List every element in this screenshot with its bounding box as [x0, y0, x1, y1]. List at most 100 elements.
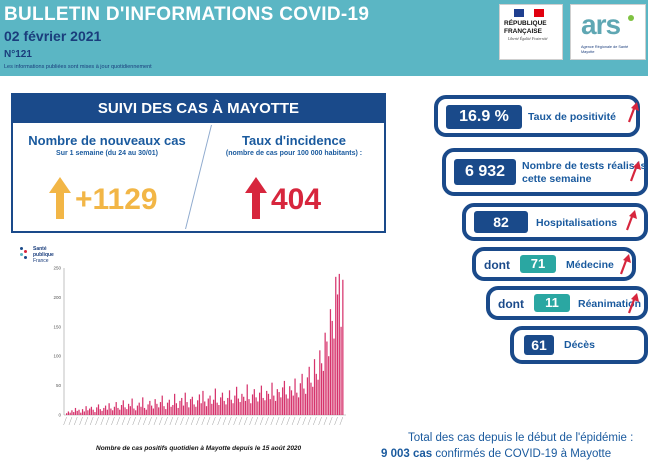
- chart-bar: [142, 397, 144, 415]
- chart-bar: [235, 386, 238, 415]
- chart-bar: [290, 390, 293, 415]
- chart-bar: [191, 396, 193, 415]
- trend-up-arrow-icon: [627, 102, 639, 123]
- chart-bar: [292, 395, 294, 415]
- x-tick-mark: [334, 416, 338, 426]
- chart-bar: [336, 294, 339, 415]
- new-cases-subtitle: Sur 1 semaine (du 24 au 30/01): [56, 150, 158, 157]
- x-tick-mark: [137, 416, 142, 426]
- chart-bar: [149, 400, 151, 415]
- chart-bar: [177, 407, 179, 415]
- deces-label: Décès: [564, 339, 595, 351]
- x-tick-mark: [201, 416, 205, 426]
- bulletin-date: 02 février 2021: [4, 28, 102, 44]
- chart-caption: Nombre de cas positifs quotidien à Mayot…: [96, 445, 302, 452]
- chart-bar: [122, 400, 124, 415]
- y-tick-label: 50: [56, 383, 62, 388]
- chart-bar: [145, 409, 147, 415]
- y-tick-label: 100: [53, 354, 61, 359]
- x-tick-mark: [169, 416, 174, 426]
- chart-bar: [129, 406, 131, 415]
- chart-bar: [87, 410, 89, 415]
- x-tick-mark: [84, 416, 89, 426]
- chart-bar: [221, 392, 224, 415]
- x-tick-mark: [313, 416, 317, 426]
- x-tick-mark: [180, 416, 184, 426]
- y-tick-label: 150: [53, 324, 61, 329]
- x-tick-mark: [302, 416, 306, 426]
- incidence-value: 404: [271, 183, 322, 216]
- x-tick-mark: [339, 416, 344, 426]
- bulletin-title: BULLETIN D'INFORMATIONS COVID-19: [4, 4, 370, 25]
- chart-bar: [204, 401, 206, 415]
- x-tick-mark: [89, 416, 94, 426]
- cases-summary-panel: SUIVI DES CAS À MAYOTTE Nombre de nouvea…: [11, 93, 386, 233]
- trend-up-arrow-icon: [629, 161, 641, 182]
- french-flag-icon: [514, 9, 544, 17]
- rf-logo-title: RÉPUBLIQUE FRANÇAISE: [504, 20, 547, 35]
- chart-bar: [313, 359, 316, 415]
- chart-bar: [264, 400, 266, 415]
- chart-bar: [85, 406, 87, 415]
- tests-card: 6 932 Nombre de tests réalisés cette sem…: [442, 148, 648, 196]
- chart-bar: [67, 411, 70, 415]
- x-tick-mark: [238, 416, 243, 426]
- x-tick-mark: [270, 416, 274, 426]
- chart-bar: [96, 407, 98, 415]
- chart-bar: [319, 350, 321, 415]
- chart-bar: [165, 409, 167, 415]
- chart-bar: [228, 390, 231, 415]
- chart-bar: [328, 356, 330, 415]
- x-tick-mark: [329, 416, 333, 426]
- sante-publique-france-logo: Santé publique France: [20, 245, 60, 271]
- chart-bar: [71, 410, 73, 415]
- chart-bar: [124, 407, 126, 415]
- x-tick-mark: [265, 416, 269, 426]
- up-arrow-red-icon: [245, 177, 267, 219]
- chart-bar: [259, 392, 261, 415]
- x-tick-mark: [116, 416, 120, 426]
- chart-bar: [188, 407, 190, 415]
- incidence-title: Taux d'incidence: [242, 133, 346, 148]
- incidence-subtitle: (nombre de cas pour 100 000 habitants) :: [225, 150, 363, 157]
- chart-bar: [186, 402, 188, 415]
- chart-bar: [297, 397, 300, 415]
- tests-value: 6 932: [454, 159, 516, 185]
- chart-bar: [136, 405, 139, 415]
- update-note: Les informations publiées sont mises à j…: [4, 64, 152, 70]
- chart-bar: [174, 393, 176, 415]
- chart-bar: [218, 405, 220, 415]
- x-tick-mark: [217, 416, 221, 426]
- x-tick-mark: [148, 416, 152, 426]
- chart-bar: [69, 412, 71, 415]
- chart-bar: [223, 400, 225, 415]
- x-tick-mark: [153, 416, 158, 426]
- x-tick-mark: [196, 416, 200, 426]
- chart-bar: [329, 309, 332, 415]
- x-tick-mark: [127, 416, 131, 426]
- chart-bar: [338, 273, 340, 415]
- chart-bar: [115, 402, 117, 415]
- chart-bar: [289, 386, 291, 415]
- chart-bar: [283, 380, 286, 415]
- x-tick-mark: [228, 416, 232, 426]
- chart-bar: [243, 396, 245, 415]
- chart-bar: [340, 326, 342, 415]
- chart-bar: [166, 402, 169, 415]
- chart-bar: [127, 403, 130, 415]
- chart-bar: [97, 404, 100, 415]
- x-tick-mark: [206, 416, 211, 426]
- chart-bar: [308, 366, 310, 415]
- chart-bar: [285, 394, 287, 415]
- chart-bar: [76, 410, 78, 415]
- chart-bar: [303, 388, 305, 415]
- chart-bar: [205, 406, 208, 415]
- chart-bar: [117, 407, 119, 415]
- total-cases-line-1: Total des cas depuis le début de l'épidé…: [408, 432, 634, 444]
- chart-bar: [202, 390, 204, 415]
- hospitalisations-value: 82: [474, 211, 528, 233]
- chart-bar: [193, 404, 195, 415]
- daily-cases-bar-chart: 0 50 100 150 200 250: [53, 266, 346, 426]
- chart-bar: [216, 402, 218, 415]
- chart-bar: [239, 402, 241, 415]
